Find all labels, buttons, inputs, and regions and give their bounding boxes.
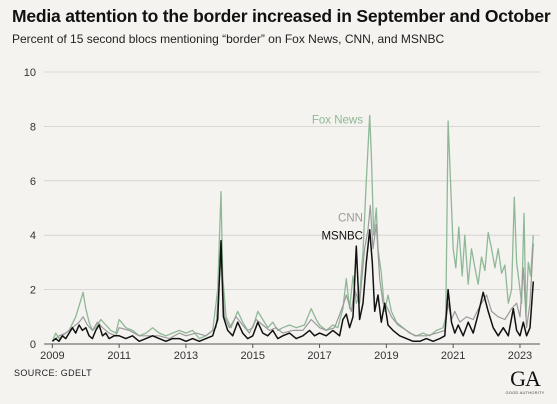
series-label-msnbc: MSNBC [321, 230, 363, 242]
series-label-fox-news: Fox News [312, 115, 363, 127]
series-line-fox-news [51, 114, 534, 342]
x-tick-label: 2017 [307, 350, 331, 362]
x-tick-label: 2019 [374, 350, 398, 362]
x-axis-ticks: 2009 2011 2013 2015 2017 2019 2021 2023 [40, 344, 532, 362]
publisher-logo: GA GOOD AUTHORITY [505, 366, 545, 396]
series-label-cnn: CNN [338, 213, 363, 225]
x-tick-label: 2013 [174, 350, 198, 362]
y-tick-label: 8 [30, 121, 36, 133]
y-tick-label: 10 [24, 67, 36, 79]
x-tick-label: 2021 [441, 350, 465, 362]
x-tick-label: 2011 [107, 350, 131, 362]
chart-subtitle: Percent of 15 second blocs mentioning “b… [12, 32, 445, 46]
y-tick-label: 0 [30, 339, 36, 351]
series-line-msnbc [51, 229, 535, 343]
series-lines [51, 114, 535, 343]
logo-text: GOOD AUTHORITY [505, 390, 545, 395]
x-tick-label: 2009 [40, 350, 64, 362]
grid-lines [44, 71, 540, 345]
y-tick-label: 4 [30, 230, 36, 242]
y-axis-ticks: 0 2 4 6 8 10 [24, 67, 36, 351]
series-labels: Fox News CNN MSNBC [312, 115, 363, 243]
y-tick-label: 6 [30, 176, 36, 188]
source-note: SOURCE: GDELT [14, 368, 93, 378]
x-tick-label: 2023 [508, 350, 532, 362]
logo-mark: GA [510, 366, 541, 391]
y-tick-label: 2 [30, 285, 36, 297]
x-tick-label: 2015 [241, 350, 265, 362]
chart-title: Media attention to the border increased … [12, 6, 551, 26]
series-line-cnn [52, 204, 534, 342]
